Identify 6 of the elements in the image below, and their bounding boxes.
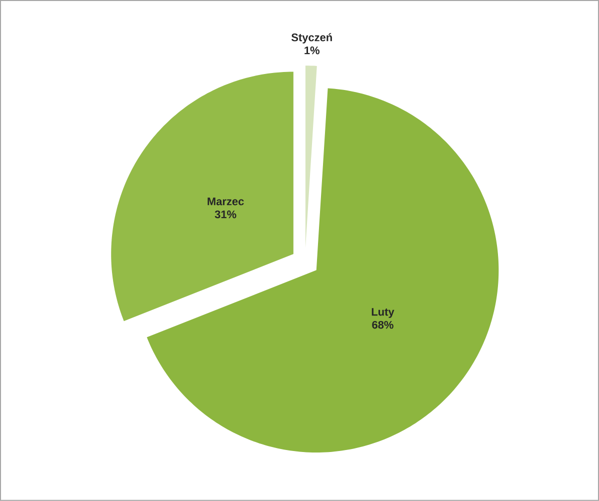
slice-label: Marzec <box>208 198 244 206</box>
data-label: 31% <box>214 210 236 218</box>
slice-label: Luty <box>372 308 394 318</box>
data-label: 68% <box>372 321 394 329</box>
slice-label: Styczeń <box>291 33 332 44</box>
data-label: 1% <box>304 46 320 54</box>
